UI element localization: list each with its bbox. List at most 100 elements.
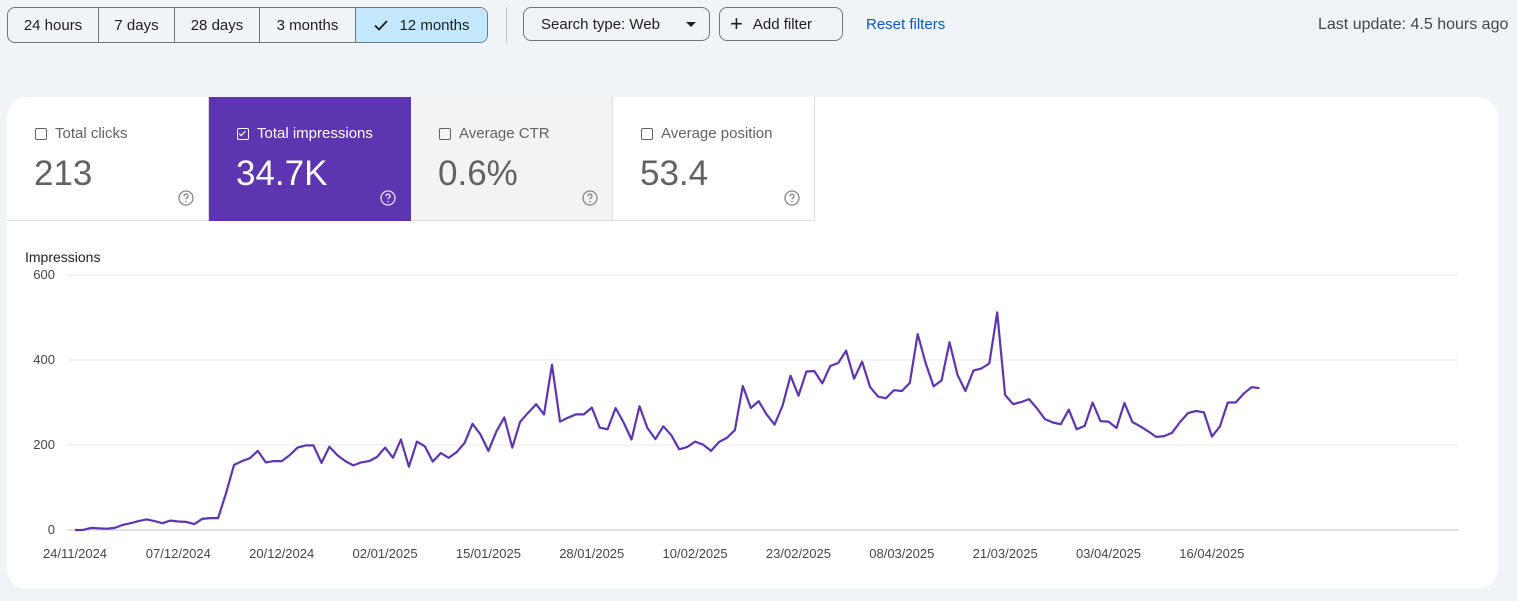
data-point[interactable] — [756, 399, 761, 404]
data-point[interactable] — [287, 453, 292, 458]
data-point[interactable] — [1114, 426, 1119, 431]
data-point[interactable] — [883, 396, 888, 401]
metric-average-position[interactable]: Average position 53.4 — [613, 97, 815, 221]
data-point[interactable] — [1170, 430, 1175, 435]
data-point[interactable] — [446, 455, 451, 460]
data-point[interactable] — [216, 516, 221, 521]
data-point[interactable] — [995, 310, 1000, 315]
data-point[interactable] — [335, 453, 340, 458]
data-point[interactable] — [327, 444, 332, 449]
data-point[interactable] — [1225, 400, 1230, 405]
data-point[interactable] — [279, 459, 284, 464]
data-point[interactable] — [661, 424, 666, 429]
help-icon[interactable] — [784, 190, 800, 206]
add-filter-button[interactable]: + Add filter — [719, 7, 843, 41]
data-point[interactable] — [701, 442, 706, 447]
data-point[interactable] — [724, 435, 729, 440]
data-point[interactable] — [1233, 400, 1238, 405]
data-point[interactable] — [1162, 434, 1167, 439]
data-point[interactable] — [804, 369, 809, 374]
data-point[interactable] — [629, 437, 634, 442]
data-point[interactable] — [1098, 419, 1103, 424]
data-point[interactable] — [271, 459, 276, 464]
data-point[interactable] — [192, 522, 197, 527]
data-point[interactable] — [796, 393, 801, 398]
help-icon[interactable] — [178, 190, 194, 206]
data-point[interactable] — [1193, 409, 1198, 414]
data-point[interactable] — [128, 521, 133, 526]
data-point[interactable] — [955, 372, 960, 377]
data-point[interactable] — [247, 456, 252, 461]
range-24-hours[interactable]: 24 hours — [8, 8, 99, 42]
data-point[interactable] — [96, 526, 101, 531]
data-point[interactable] — [971, 368, 976, 373]
reset-filters-link[interactable]: Reset filters — [866, 16, 946, 33]
data-point[interactable] — [144, 517, 149, 522]
data-point[interactable] — [168, 518, 173, 523]
data-point[interactable] — [1106, 419, 1111, 424]
data-point[interactable] — [1241, 391, 1246, 396]
data-point[interactable] — [1209, 434, 1214, 439]
data-point[interactable] — [820, 381, 825, 386]
data-point[interactable] — [88, 525, 93, 530]
data-point[interactable] — [239, 459, 244, 464]
data-point[interactable] — [557, 419, 562, 424]
data-point[interactable] — [621, 420, 626, 425]
data-point[interactable] — [398, 437, 403, 442]
data-point[interactable] — [852, 376, 857, 381]
data-point[interactable] — [112, 525, 117, 530]
data-point[interactable] — [542, 412, 547, 417]
checkbox-icon[interactable] — [439, 127, 451, 140]
data-point[interactable] — [550, 362, 555, 367]
data-point[interactable] — [478, 432, 483, 437]
data-point[interactable] — [875, 394, 880, 399]
data-point[interactable] — [502, 415, 507, 420]
data-point[interactable] — [1249, 385, 1254, 390]
checkbox-icon[interactable] — [35, 127, 47, 140]
metric-average-ctr[interactable]: Average CTR 0.6% — [411, 97, 613, 221]
data-point[interactable] — [1019, 400, 1024, 405]
data-point[interactable] — [836, 360, 841, 365]
data-point[interactable] — [391, 455, 396, 460]
data-point[interactable] — [605, 427, 610, 432]
data-point[interactable] — [1257, 386, 1262, 391]
data-point[interactable] — [1154, 434, 1159, 439]
data-point[interactable] — [73, 528, 78, 533]
data-point[interactable] — [319, 460, 324, 465]
data-point[interactable] — [375, 454, 380, 459]
data-point[interactable] — [383, 445, 388, 450]
data-point[interactable] — [589, 405, 594, 410]
data-point[interactable] — [200, 516, 205, 521]
data-point[interactable] — [176, 519, 181, 524]
data-point[interactable] — [422, 444, 427, 449]
data-point[interactable] — [939, 378, 944, 383]
data-point[interactable] — [303, 443, 308, 448]
data-point[interactable] — [494, 429, 499, 434]
help-icon[interactable] — [582, 190, 598, 206]
data-point[interactable] — [224, 491, 229, 496]
data-point[interactable] — [844, 348, 849, 353]
data-point[interactable] — [709, 448, 714, 453]
data-point[interactable] — [255, 448, 260, 453]
data-point[interactable] — [1050, 420, 1055, 425]
checkbox-icon[interactable] — [641, 127, 653, 140]
data-point[interactable] — [923, 360, 928, 365]
data-point[interactable] — [232, 462, 237, 467]
data-point[interactable] — [295, 445, 300, 450]
data-point[interactable] — [645, 426, 650, 431]
data-point[interactable] — [1186, 411, 1191, 416]
data-point[interactable] — [1178, 420, 1183, 425]
data-point[interactable] — [1034, 406, 1039, 411]
data-point[interactable] — [907, 380, 912, 385]
data-point[interactable] — [120, 522, 125, 527]
data-point[interactable] — [613, 406, 618, 411]
data-point[interactable] — [740, 383, 745, 388]
data-point[interactable] — [184, 519, 189, 524]
data-point[interactable] — [891, 388, 896, 393]
data-point[interactable] — [263, 460, 268, 465]
data-point[interactable] — [748, 406, 753, 411]
data-point[interactable] — [764, 412, 769, 417]
data-point[interactable] — [1201, 410, 1206, 415]
data-point[interactable] — [430, 459, 435, 464]
data-point[interactable] — [685, 445, 690, 450]
